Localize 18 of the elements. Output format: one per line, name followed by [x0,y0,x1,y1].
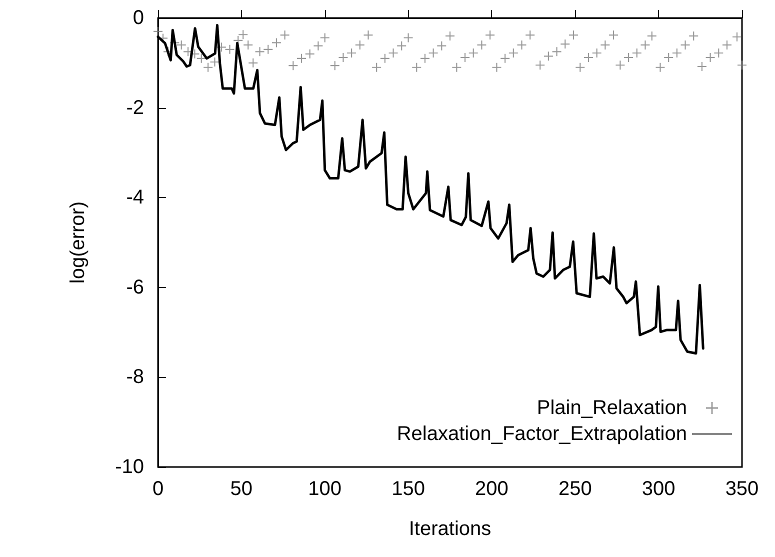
y-tick-label: -8 [126,366,144,388]
x-tick-label: 250 [558,478,592,500]
x-tick-label: 300 [642,478,676,500]
x-tick-label: 100 [308,478,342,500]
legend-label: Plain_Relaxation [536,397,687,419]
y-tick-label: -10 [115,456,144,478]
x-tick-label: 0 [152,478,164,500]
y-tick-label: -2 [126,96,144,119]
x-tick-label: 50 [230,478,253,500]
x-axis-title: Iterations [408,518,492,540]
y-tick-label: 0 [132,7,144,29]
y-tick-label: -4 [126,186,144,209]
y-axis-title: log(error) [67,201,89,284]
y-tick-label: -6 [126,276,144,298]
x-tick-label: 200 [475,478,508,500]
x-tick-label: 150 [392,478,425,500]
x-tick-label: 350 [725,478,759,500]
legend-label: Relaxation_Factor_Extrapolation [396,423,687,445]
